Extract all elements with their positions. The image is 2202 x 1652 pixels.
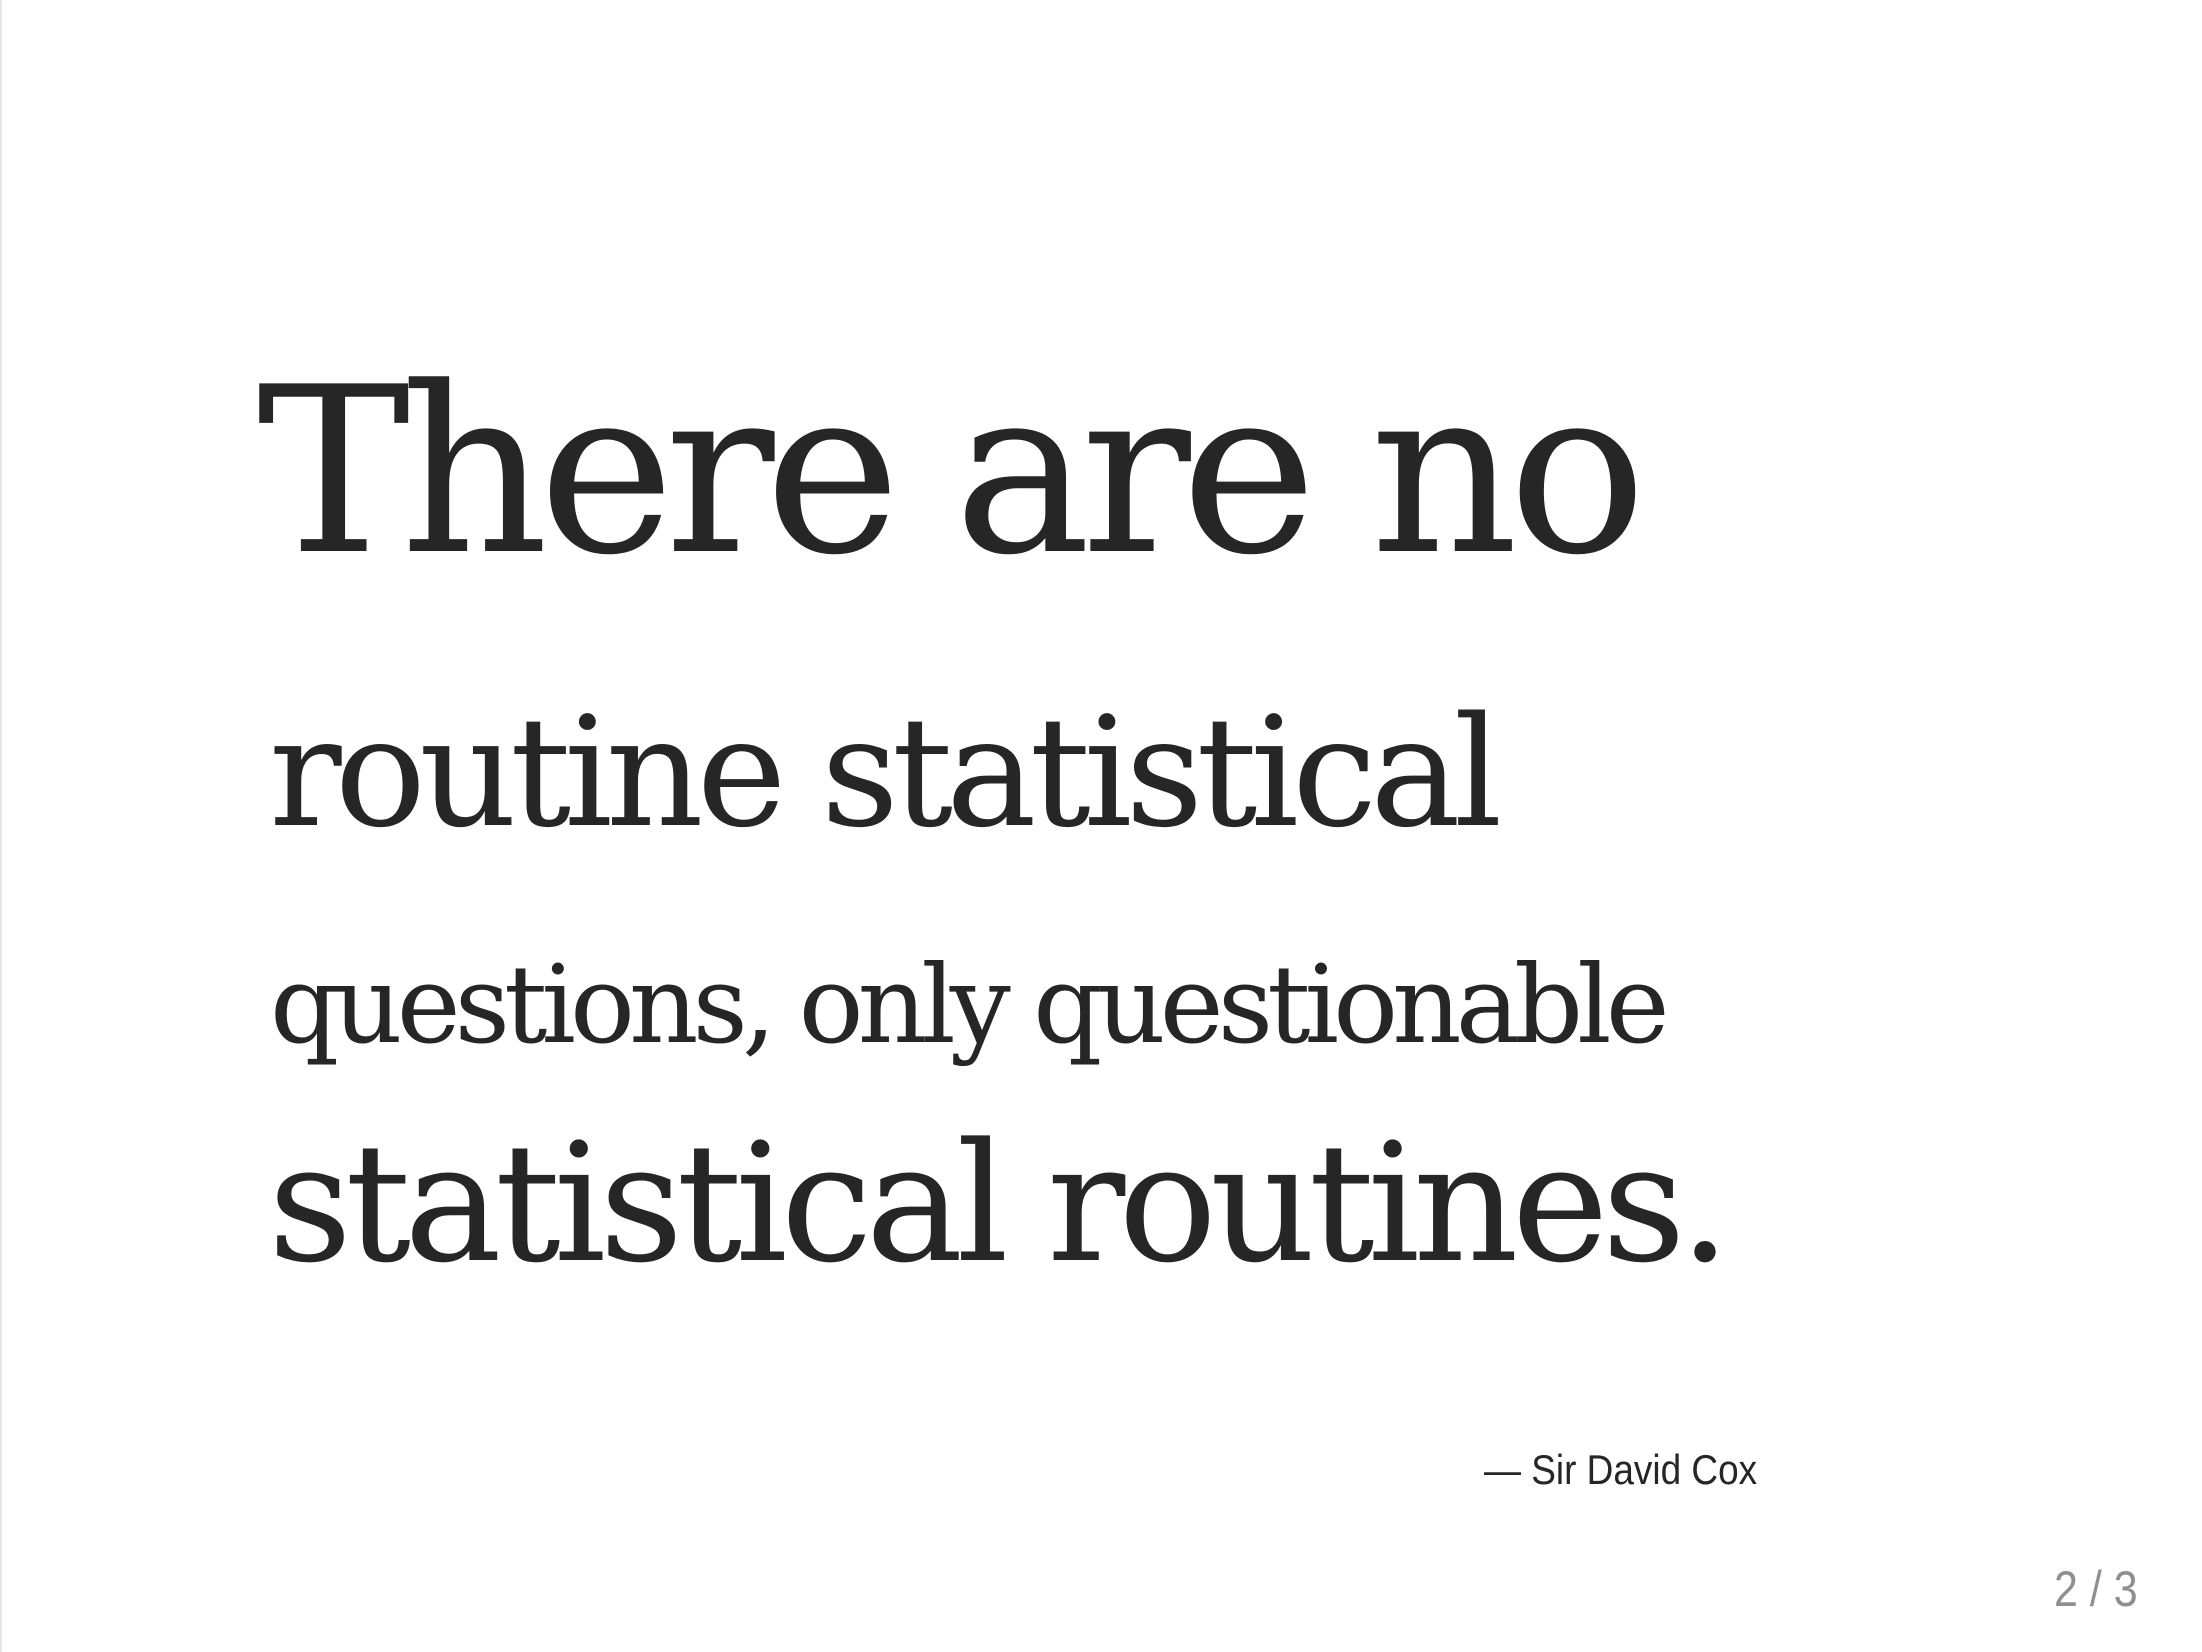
quote-line-2: routine statistical [269, 684, 1502, 861]
quote-line-1: There are no [257, 339, 1647, 606]
slide-counter: 2 / 3 [2054, 1561, 2138, 1617]
quote-line-4: statistical routines. [268, 1108, 1731, 1299]
slide-left-edge-divider [0, 0, 2, 1652]
quote-line-3: questions, only questionable [270, 943, 1670, 1068]
quote-attribution: — Sir David Cox [1484, 1446, 1758, 1493]
